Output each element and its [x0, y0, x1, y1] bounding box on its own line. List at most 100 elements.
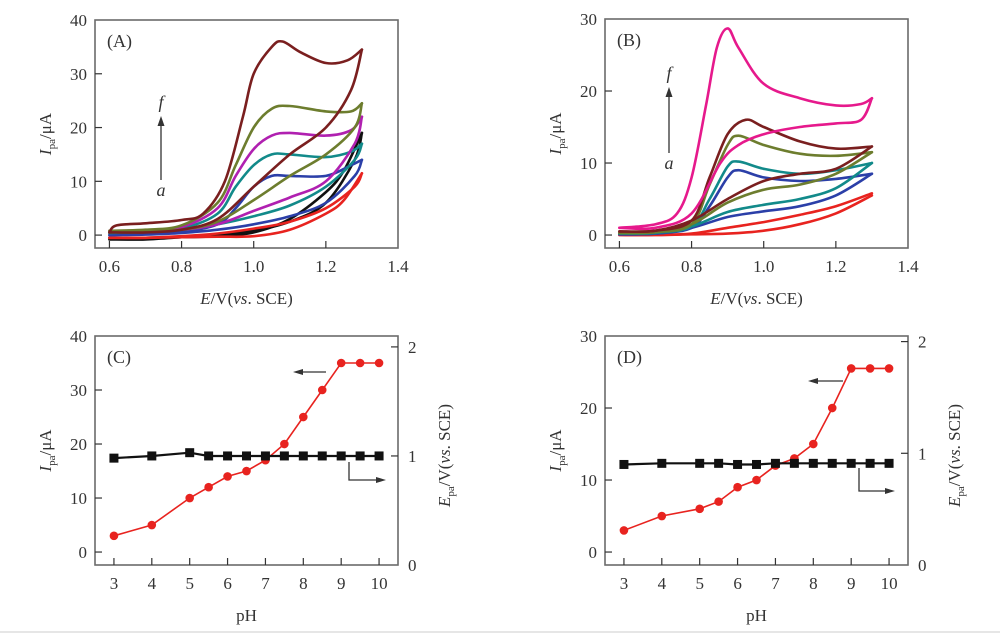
y2-tick-label: 1 — [918, 444, 927, 463]
y-axis-label: Ipa/μA — [36, 112, 58, 156]
y-tick-label: 0 — [79, 226, 88, 245]
data-point-Ipa — [185, 493, 194, 503]
data-point-Ipa — [657, 511, 667, 521]
y-axis-label-unit: /μA — [36, 429, 55, 456]
y2-axis-label-ref: . SCE) — [945, 404, 964, 449]
plot-frame — [604, 18, 909, 249]
arrow-head-icon — [665, 87, 673, 97]
y2-axis-label-unit: /V( — [435, 463, 454, 486]
plot-frame — [604, 335, 909, 566]
x-axis-label-unit: /V( — [721, 289, 744, 308]
cv-curve-maroon-reverse — [618, 145, 874, 233]
data-point-Epa — [109, 453, 119, 463]
x-tick-label: 7 — [771, 574, 780, 593]
data-point-Ipa — [336, 358, 346, 368]
x-tick-label: 3 — [620, 574, 629, 593]
y-axis-label-var: I — [36, 148, 55, 156]
data-point-Ipa — [355, 358, 365, 368]
data-point-Epa — [147, 451, 157, 461]
y2-tick-label: 0 — [408, 556, 417, 575]
right-axis-arrow-line — [348, 462, 380, 481]
y-tick-label: 20 — [70, 435, 87, 454]
y-axis-label-sub: pa — [556, 138, 568, 149]
y-axis-label-sub: pa — [46, 139, 58, 150]
x-tick-label: 8 — [299, 574, 308, 593]
y-tick-label: 20 — [580, 399, 597, 418]
y-tick-label: 30 — [70, 65, 87, 84]
y-axis-label-var: I — [546, 465, 565, 473]
data-point-Epa — [884, 458, 894, 468]
bottom-divider — [0, 631, 1000, 633]
left-arrow-icon — [293, 369, 303, 375]
panel-label: (D) — [617, 347, 642, 368]
x-axis-label-vs: vs — [743, 289, 758, 308]
data-point-Ipa — [846, 364, 856, 373]
y-tick-label: 0 — [589, 543, 598, 562]
data-point-Ipa — [752, 475, 761, 485]
cv-curve-maroon-forward — [108, 39, 364, 234]
y-axis-label-var: I — [36, 465, 55, 473]
data-point-Epa — [355, 451, 365, 461]
cv-curve-red-reverse — [108, 172, 364, 240]
y-tick-label: 30 — [70, 381, 87, 400]
data-point-Ipa — [204, 482, 213, 492]
data-point-Ipa — [242, 466, 251, 476]
x-tick-label: 5 — [695, 574, 704, 593]
x-tick-label: 1.4 — [897, 257, 919, 276]
x-axis-label-ref: . SCE) — [247, 289, 292, 308]
panel-c: 3 4 5 6 7 8 9 10 0 10 20 30 40 0 1 2 pH Ipa/μA Epa/V(vs. S… — [36, 327, 457, 625]
y-tick-label: 10 — [580, 471, 597, 490]
x-axis-label: E/V(vs. SCE) — [709, 289, 803, 308]
y2-axis-label-ref: . SCE) — [435, 404, 454, 449]
annotation-f: f — [666, 63, 674, 83]
series-line-Ipa — [623, 367, 890, 532]
data-point-Epa — [789, 458, 799, 468]
x-tick-label: 5 — [185, 574, 194, 593]
y2-axis-label-unit: /V( — [945, 463, 964, 486]
cv-curve-olive-forward — [108, 102, 364, 233]
y2-axis-label: Epa/V(vs. SCE) — [945, 404, 967, 508]
data-point-Epa — [223, 451, 233, 461]
y2-tick-label: 2 — [918, 333, 927, 352]
y-tick-label: 30 — [580, 10, 597, 29]
data-point-Ipa — [809, 439, 818, 449]
y-tick-label: 20 — [70, 119, 87, 138]
x-tick-label: 3 — [110, 574, 119, 593]
x-axis-label: E/V(vs. SCE) — [199, 289, 293, 308]
data-point-Ipa — [147, 520, 157, 530]
annotation-a: a — [157, 180, 166, 200]
panel-b: 0.6 0.8 1.0 1.2 1.4 0 10 20 30 E/V(vs. SCE) Ipa/μA… — [546, 10, 919, 308]
cv-curve-olive-reverse — [108, 102, 364, 233]
arrow-head-icon — [157, 116, 165, 126]
cv-curve-blue-reverse — [108, 158, 364, 237]
data-point-Epa — [242, 451, 251, 461]
right-arrow-icon — [376, 477, 386, 483]
x-tick-label: 4 — [658, 574, 667, 593]
panel-d: 3 4 5 6 7 8 9 10 0 10 20 30 0 1 2 pH Ipa/μA Epa/V(vs. SCE… — [546, 327, 967, 625]
y2-tick-label: 2 — [408, 338, 417, 357]
x-tick-label: 6 — [733, 574, 742, 593]
y-tick-label: 20 — [580, 82, 597, 101]
data-point-Epa — [752, 459, 761, 469]
y2-tick-label: 0 — [918, 556, 927, 575]
y-axis-label: Ipa/μA — [36, 429, 58, 473]
panel-label: (C) — [107, 347, 131, 368]
y-axis-label-unit: /μA — [546, 429, 565, 456]
data-point-Epa — [298, 451, 308, 461]
y2-axis-label-vs: vs — [435, 449, 454, 464]
y-axis-label: Ipa/μA — [546, 112, 568, 156]
cv-curve-red-reverse — [618, 192, 874, 237]
x-tick-label: 1.2 — [315, 257, 336, 276]
data-point-Epa — [619, 459, 629, 469]
x-tick-label: 10 — [371, 574, 388, 593]
x-tick-label: 8 — [809, 574, 818, 593]
data-point-Epa — [204, 451, 214, 461]
x-axis-label-var: E — [199, 289, 211, 308]
x-axis-label-var: E — [709, 289, 721, 308]
y-tick-label: 40 — [70, 327, 87, 346]
y-tick-label: 40 — [70, 11, 87, 30]
data-point-Ipa — [374, 358, 384, 368]
data-point-Epa — [865, 458, 875, 468]
data-point-Epa — [260, 451, 270, 461]
